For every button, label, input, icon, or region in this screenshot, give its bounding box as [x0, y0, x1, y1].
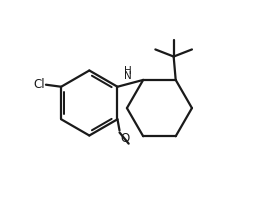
Text: O: O: [121, 132, 130, 145]
Text: Cl: Cl: [33, 78, 45, 91]
Text: H: H: [124, 66, 132, 76]
Text: N: N: [124, 71, 132, 81]
